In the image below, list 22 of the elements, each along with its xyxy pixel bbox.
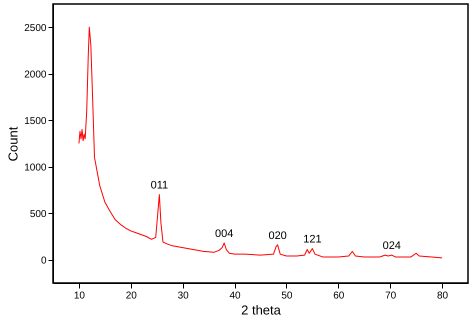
annotation: 020 — [268, 230, 287, 242]
x-tick-label: 30 — [178, 290, 190, 302]
x-axis-title: 2 theta — [241, 302, 282, 318]
y-tick-label: 2000 — [24, 69, 47, 80]
x-tick-label: 80 — [437, 290, 449, 302]
y-tick-label: 1000 — [24, 162, 47, 174]
x-tick-label: 70 — [385, 290, 397, 302]
x-tick-label: 50 — [281, 290, 293, 302]
line-series — [78, 26, 443, 258]
annotation: 011 — [150, 180, 168, 192]
x-tick-label: 60 — [333, 290, 345, 302]
y-axis-title: Count — [5, 126, 20, 162]
y-tick-label: 1500 — [24, 116, 47, 127]
y-tick-label: 2500 — [24, 22, 47, 34]
x-tick-label: 40 — [230, 290, 242, 302]
x-tick-label: 10 — [74, 290, 86, 302]
y-tick-label: 500 — [30, 208, 47, 220]
x-tick-label: 20 — [126, 290, 138, 302]
annotation: 024 — [382, 240, 401, 252]
annotation: 004 — [215, 228, 234, 240]
y-tick-label: 0 — [40, 255, 47, 266]
annotation: 121 — [303, 234, 322, 246]
